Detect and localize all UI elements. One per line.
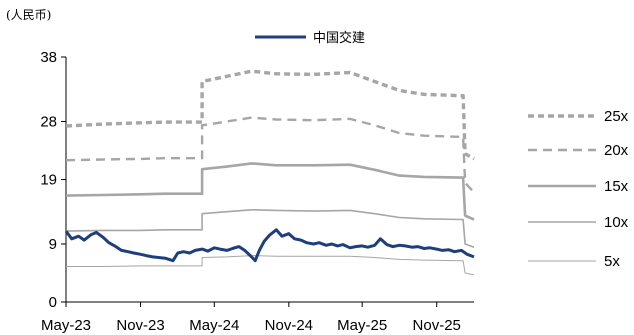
x-tick-label: Nov-23 — [116, 317, 164, 334]
legend-label-15x: 15x — [604, 178, 629, 195]
x-tick-label: Nov-24 — [265, 317, 313, 334]
series-line-20x — [65, 116, 475, 194]
y-tick-label: 28 — [40, 113, 57, 130]
legend-label-25x: 25x — [604, 108, 629, 125]
x-tick-label: May-23 — [41, 317, 91, 334]
series-line-中国交建 — [64, 228, 475, 263]
x-tick-label: Nov-25 — [413, 317, 461, 334]
legend-label-20x: 20x — [604, 142, 629, 159]
legend-top: 中国交建 — [255, 30, 365, 46]
x-tick-label: May-24 — [189, 317, 239, 334]
series-layer — [64, 69, 475, 276]
legend-label-10x: 10x — [604, 214, 629, 231]
y-tick-label: 38 — [40, 49, 57, 66]
series-line-15x — [65, 162, 475, 221]
legend-label-5x: 5x — [604, 253, 620, 270]
y-tick-label: 9 — [49, 236, 57, 253]
y-tick-label: 0 — [49, 294, 57, 311]
series-line-5x — [66, 255, 475, 276]
x-tick-label: May-25 — [337, 317, 387, 334]
series-line-25x — [65, 69, 475, 161]
unit-label: (人民币) — [6, 8, 52, 22]
legend-right: 25x 20x 15x 10x 5x — [528, 108, 629, 270]
axes: 0 9 19 28 38 May-23 Nov-23 May-24 Nov-24 May-25 No… — [40, 49, 474, 334]
legend-label-main: 中国交建 — [313, 30, 365, 46]
y-tick-label: 19 — [40, 172, 57, 189]
series-line-10x — [65, 209, 475, 248]
